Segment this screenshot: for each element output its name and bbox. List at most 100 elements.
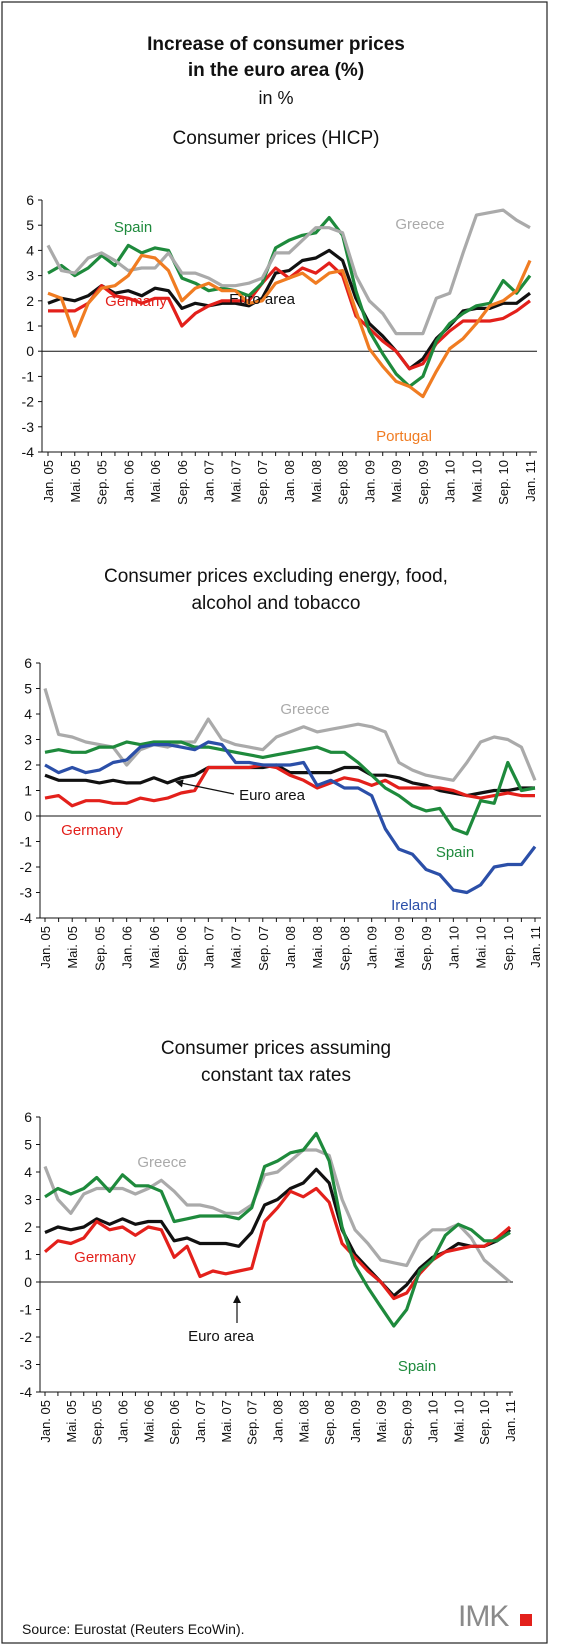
x-tick-label: Mai. 06 [148, 460, 163, 503]
x-tick-label: Mai. 06 [147, 926, 162, 969]
series-label: Greece [137, 1154, 186, 1171]
chart-subtitle: Consumer prices assuming [161, 1038, 391, 1059]
y-tick-label: 1 [24, 783, 32, 799]
y-tick-label: 6 [24, 655, 32, 671]
series-line [43, 1148, 512, 1284]
x-tick-label: Jan. 06 [116, 1400, 131, 1443]
y-tick-label: -4 [20, 910, 33, 926]
x-tick-label: Mai. 05 [64, 1400, 79, 1443]
series-line [43, 688, 537, 782]
y-tick-label: 6 [26, 192, 34, 208]
x-tick-label: Mai. 07 [229, 926, 244, 969]
x-tick-label: Jan. 11 [523, 460, 538, 502]
y-tick-label: 6 [24, 1109, 32, 1125]
x-tick-label: Jan. 05 [38, 1400, 53, 1443]
chart-subtitle: constant tax rates [201, 1065, 351, 1086]
y-tick-label: 5 [24, 681, 32, 697]
series-label: Spain [436, 844, 474, 861]
y-tick-label: -1 [20, 1302, 33, 1318]
x-tick-label: Sep. 08 [337, 926, 352, 971]
y-tick-label: -1 [22, 368, 35, 384]
y-tick-label: 2 [24, 1219, 32, 1235]
series-label: Germany [74, 1249, 136, 1266]
x-tick-label: Mai. 09 [389, 460, 404, 503]
x-tick-label: Mai. 05 [65, 926, 80, 969]
x-tick-label: Mai. 08 [310, 926, 325, 969]
x-tick-label: Jan. 08 [271, 1400, 286, 1443]
y-tick-label: -2 [22, 394, 35, 410]
x-tick-label: Sep. 06 [175, 460, 190, 505]
x-tick-label: Sep. 06 [174, 926, 189, 971]
x-tick-label: Mai. 10 [451, 1400, 466, 1443]
x-tick-label: Sep. 10 [501, 926, 516, 971]
y-tick-label: -4 [22, 444, 35, 460]
series-line [44, 1131, 511, 1328]
series-label: Euro area [188, 1328, 255, 1345]
y-tick-label: 0 [24, 1274, 32, 1290]
x-tick-label: Mai. 10 [474, 926, 489, 969]
series-label: Germany [61, 822, 123, 839]
source: Source: Eurostat (Reuters EcoWin). [22, 1621, 245, 1637]
y-tick-label: -1 [20, 834, 33, 850]
x-tick-label: Mai. 08 [309, 460, 324, 503]
series-label: Euro area [229, 291, 296, 308]
series-label: Portugal [376, 428, 432, 445]
x-tick-label: Mai. 07 [219, 1400, 234, 1443]
x-tick-label: Jan. 05 [38, 926, 53, 969]
unit: in % [258, 88, 293, 108]
series-line [46, 208, 531, 336]
y-tick-label: 3 [24, 1192, 32, 1208]
x-tick-label: Sep. 05 [95, 460, 110, 505]
series-label: Spain [114, 219, 152, 236]
x-tick-label: Jan. 09 [362, 460, 377, 503]
x-tick-label: Jan. 09 [348, 1400, 363, 1443]
frame [1, 1, 548, 1644]
series-label: Greece [280, 701, 329, 718]
y-tick-label: 5 [24, 1137, 32, 1153]
x-tick-label: Jan. 09 [365, 926, 380, 969]
x-tick-label: Jan. 07 [202, 460, 217, 503]
y-tick-label: -3 [20, 885, 33, 901]
y-tick-label: 2 [26, 293, 34, 309]
x-tick-label: Mai. 10 [469, 460, 484, 503]
x-tick-label: Sep. 05 [92, 926, 107, 971]
x-tick-label: Jan. 11 [503, 1400, 518, 1442]
y-tick-label: -4 [20, 1384, 33, 1400]
y-tick-label: 5 [26, 217, 34, 233]
y-tick-label: 2 [24, 757, 32, 773]
series-label: Greece [395, 216, 444, 233]
x-tick-label: Jan. 06 [120, 926, 135, 969]
series-label: Germany [105, 293, 167, 310]
series-line [44, 763, 535, 798]
series-line [47, 216, 532, 389]
x-tick-label: Mai. 06 [141, 1400, 156, 1443]
x-tick-label: Sep. 05 [90, 1400, 105, 1445]
x-tick-label: Jan. 07 [201, 926, 216, 969]
y-tick-label: 0 [26, 343, 34, 359]
x-tick-label: Sep. 10 [477, 1400, 492, 1445]
series-line [44, 740, 537, 895]
x-tick-label: Jan. 08 [282, 460, 297, 503]
x-tick-label: Sep. 07 [245, 1400, 260, 1445]
chart-subtitle: alcohol and tobacco [191, 593, 360, 614]
y-tick-label: -3 [20, 1357, 33, 1373]
y-tick-label: 4 [26, 242, 34, 258]
x-tick-label: Mai. 08 [296, 1400, 311, 1443]
series-label: Euro area [239, 787, 306, 804]
y-tick-label: -3 [22, 419, 35, 435]
y-tick-label: 0 [24, 808, 32, 824]
y-tick-label: 1 [26, 318, 34, 334]
logo-square [520, 1614, 532, 1626]
x-tick-label: Jan. 08 [283, 926, 298, 969]
x-tick-label: Sep. 06 [167, 1400, 182, 1445]
series-line [44, 740, 536, 836]
x-tick-label: Mai. 05 [68, 460, 83, 503]
label-arrow [175, 779, 235, 795]
x-tick-label: Mai. 07 [228, 460, 243, 503]
y-tick-label: 3 [24, 732, 32, 748]
title: in the euro area (%) [188, 60, 364, 81]
x-tick-label: Mai. 09 [392, 926, 407, 969]
x-tick-label: Sep. 09 [419, 926, 434, 971]
x-tick-label: Sep. 08 [336, 460, 351, 505]
